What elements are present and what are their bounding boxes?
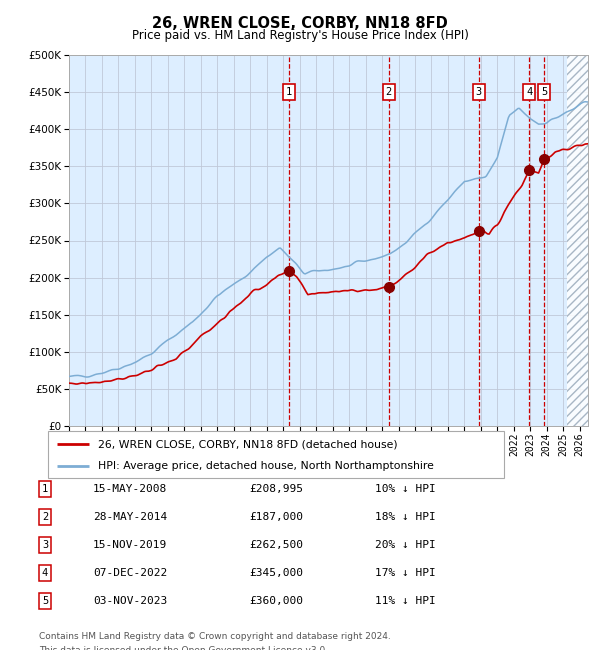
Text: 5: 5 <box>42 595 48 606</box>
Text: £360,000: £360,000 <box>249 595 303 606</box>
Text: 4: 4 <box>42 567 48 578</box>
Text: 26, WREN CLOSE, CORBY, NN18 8FD: 26, WREN CLOSE, CORBY, NN18 8FD <box>152 16 448 31</box>
Text: 1: 1 <box>286 87 292 98</box>
Text: £262,500: £262,500 <box>249 540 303 550</box>
Text: 1: 1 <box>42 484 48 494</box>
Text: £345,000: £345,000 <box>249 567 303 578</box>
Text: Price paid vs. HM Land Registry's House Price Index (HPI): Price paid vs. HM Land Registry's House … <box>131 29 469 42</box>
Text: 03-NOV-2023: 03-NOV-2023 <box>93 595 167 606</box>
Text: 07-DEC-2022: 07-DEC-2022 <box>93 567 167 578</box>
Text: 3: 3 <box>476 87 482 98</box>
Text: 17% ↓ HPI: 17% ↓ HPI <box>375 567 436 578</box>
Text: 15-NOV-2019: 15-NOV-2019 <box>93 540 167 550</box>
Bar <box>568 55 588 426</box>
FancyBboxPatch shape <box>48 431 504 478</box>
Text: 5: 5 <box>541 87 547 98</box>
Text: 28-MAY-2014: 28-MAY-2014 <box>93 512 167 522</box>
Text: £208,995: £208,995 <box>249 484 303 494</box>
Text: 3: 3 <box>42 540 48 550</box>
Text: 26, WREN CLOSE, CORBY, NN18 8FD (detached house): 26, WREN CLOSE, CORBY, NN18 8FD (detache… <box>98 439 398 449</box>
Text: £187,000: £187,000 <box>249 512 303 522</box>
Text: 20% ↓ HPI: 20% ↓ HPI <box>375 540 436 550</box>
Text: 15-MAY-2008: 15-MAY-2008 <box>93 484 167 494</box>
Text: 11% ↓ HPI: 11% ↓ HPI <box>375 595 436 606</box>
Text: This data is licensed under the Open Government Licence v3.0.: This data is licensed under the Open Gov… <box>39 646 328 650</box>
Text: HPI: Average price, detached house, North Northamptonshire: HPI: Average price, detached house, Nort… <box>98 461 434 471</box>
Text: 2: 2 <box>386 87 392 98</box>
Text: Contains HM Land Registry data © Crown copyright and database right 2024.: Contains HM Land Registry data © Crown c… <box>39 632 391 641</box>
Text: 4: 4 <box>526 87 532 98</box>
Text: 10% ↓ HPI: 10% ↓ HPI <box>375 484 436 494</box>
Text: 2: 2 <box>42 512 48 522</box>
Text: 18% ↓ HPI: 18% ↓ HPI <box>375 512 436 522</box>
